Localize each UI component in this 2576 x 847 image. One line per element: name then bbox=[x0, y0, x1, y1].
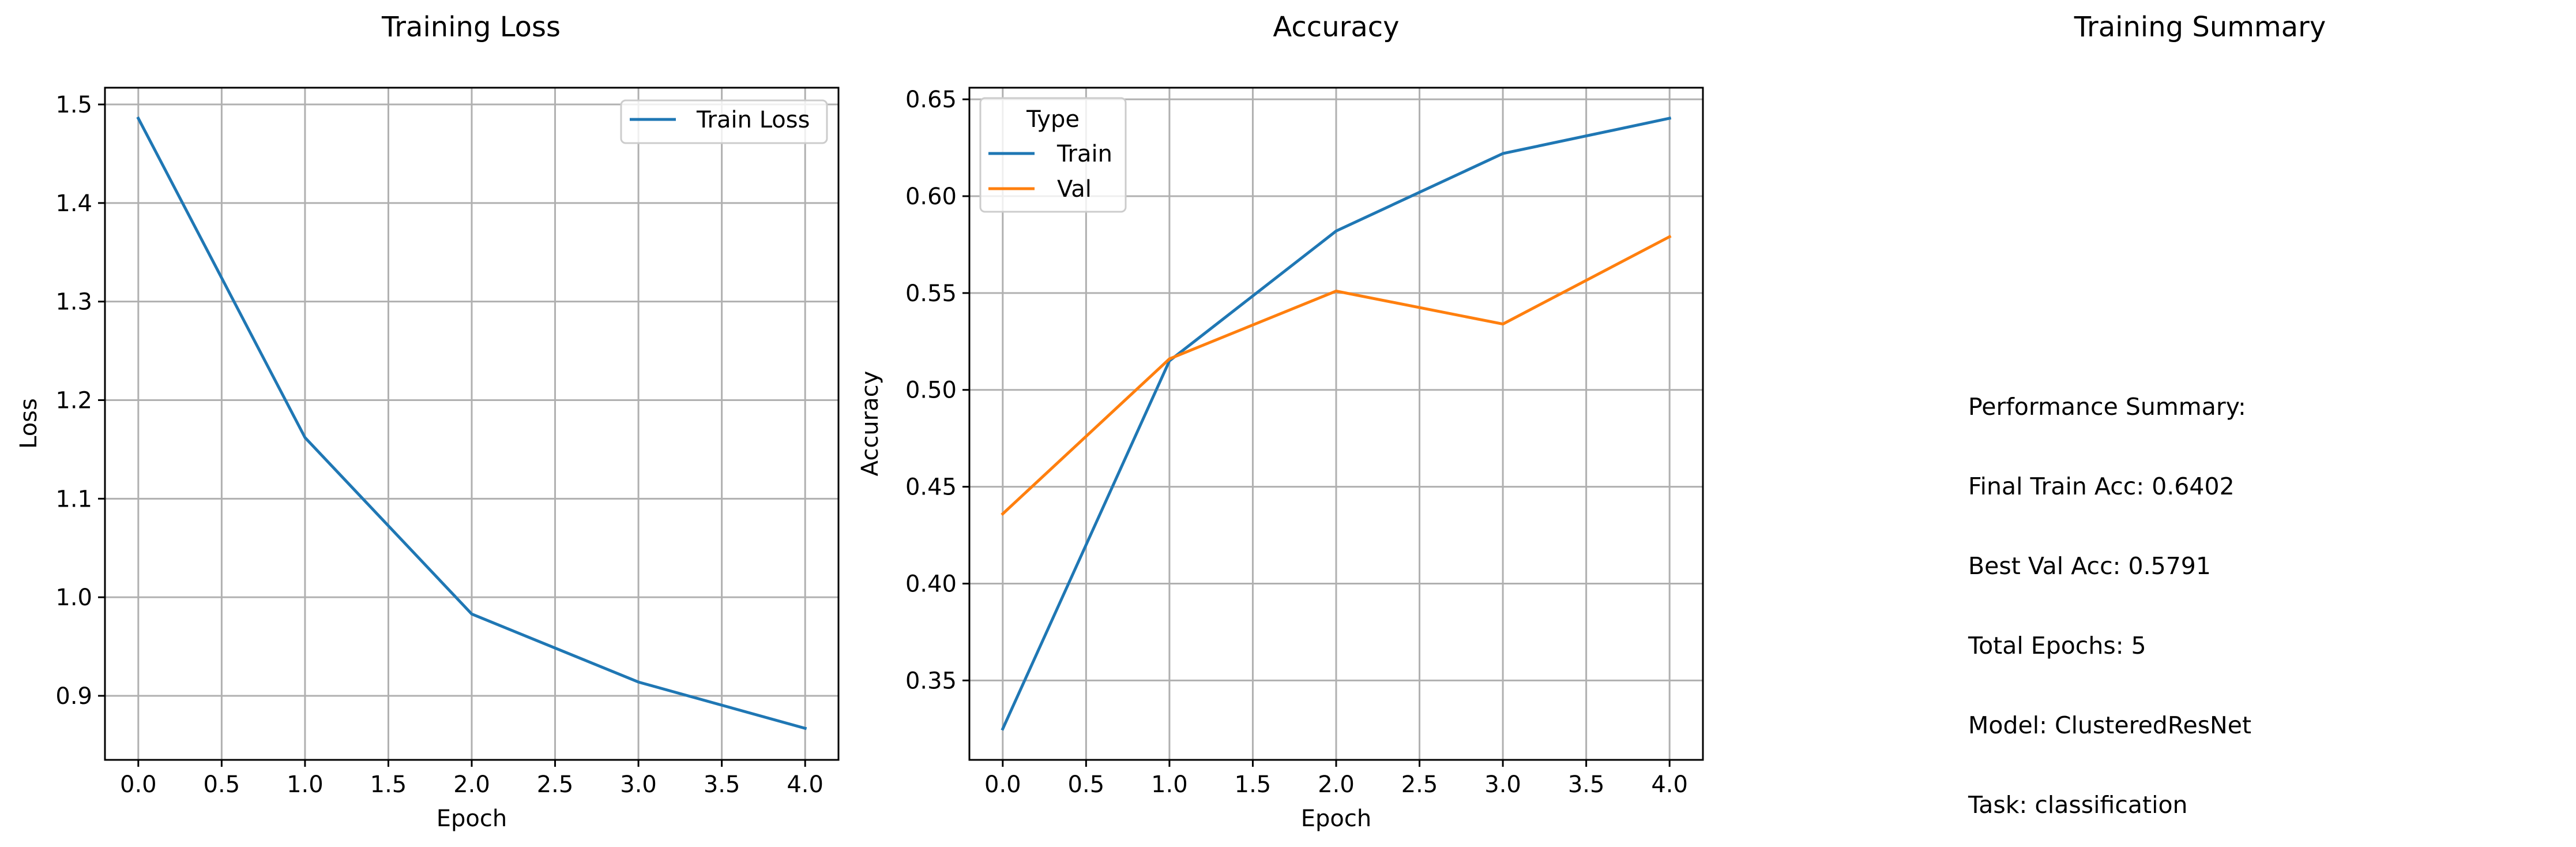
accuracy-legend-title: Type bbox=[1026, 106, 1080, 133]
loss-y-tick-label: 1.0 bbox=[55, 584, 92, 611]
accuracy-series-val-line bbox=[1001, 234, 1672, 516]
loss-x-axis-label: Epoch bbox=[437, 805, 507, 832]
loss-y-tick-label: 1.2 bbox=[55, 388, 92, 414]
summary-line-final-train-acc: Final Train Acc: 0.6402 bbox=[1968, 473, 2235, 500]
loss-y-axis-label: Loss bbox=[16, 398, 42, 449]
summary-line-task: Task: classification bbox=[1968, 791, 2188, 819]
loss-y-tick-label: 1.3 bbox=[55, 289, 92, 316]
loss-legend-label: Train Loss bbox=[696, 107, 810, 133]
loss-legend: Train Loss bbox=[620, 99, 828, 144]
accuracy-chart: Accuracy 0.0 0.5 1.0 1.5 2.0 2.5 3.0 3.5 4.0 0.35… bbox=[857, 11, 1704, 832]
loss-y-tick-label: 1.5 bbox=[55, 92, 92, 118]
summary-line-best-val-acc: Best Val Acc: 0.5791 bbox=[1968, 552, 2211, 580]
loss-x-tick-label: 0.5 bbox=[204, 771, 240, 798]
loss-series-train-loss-line bbox=[136, 116, 807, 730]
accuracy-x-tick-label: 4.0 bbox=[1651, 771, 1688, 798]
loss-x-tick-label: 3.0 bbox=[620, 771, 657, 798]
accuracy-x-tick-label: 0.0 bbox=[984, 771, 1021, 798]
loss-x-tick-label: 4.0 bbox=[787, 771, 823, 798]
performance-summary: Performance Summary: Final Train Acc: 0.… bbox=[1968, 340, 2251, 845]
loss-x-tick-label: 1.5 bbox=[370, 771, 407, 798]
loss-x-tick-label: 2.0 bbox=[453, 771, 490, 798]
loss-y-tick-label: 0.9 bbox=[55, 683, 92, 710]
summary-line-total-epochs: Total Epochs: 5 bbox=[1968, 632, 2146, 659]
accuracy-x-axis-label: Epoch bbox=[1301, 805, 1371, 832]
accuracy-y-tick-label: 0.65 bbox=[905, 87, 957, 113]
accuracy-x-tick-label: 3.0 bbox=[1484, 771, 1521, 798]
accuracy-x-tick-label: 1.5 bbox=[1235, 771, 1272, 798]
accuracy-y-tick-label: 0.55 bbox=[905, 280, 957, 307]
loss-x-tick-label: 0.0 bbox=[120, 771, 157, 798]
accuracy-x-tick-label: 2.5 bbox=[1401, 771, 1438, 798]
accuracy-y-tick-label: 0.45 bbox=[905, 474, 957, 501]
accuracy-x-tick-label: 3.5 bbox=[1568, 771, 1605, 798]
accuracy-legend-label-val: Val bbox=[1057, 176, 1092, 203]
accuracy-x-tick-label: 1.0 bbox=[1151, 771, 1188, 798]
loss-y-tick-label: 1.1 bbox=[55, 486, 92, 512]
loss-x-tick-label: 3.5 bbox=[704, 771, 740, 798]
accuracy-chart-title: Accuracy bbox=[1273, 11, 1399, 43]
loss-x-tick-label: 1.0 bbox=[287, 771, 324, 798]
accuracy-y-tick-label: 0.35 bbox=[905, 668, 957, 694]
accuracy-legend-label-train: Train bbox=[1056, 141, 1112, 167]
accuracy-series-train-line bbox=[1001, 117, 1672, 731]
accuracy-y-tick-label: 0.60 bbox=[905, 183, 957, 210]
summary-line-heading: Performance Summary: bbox=[1968, 393, 2246, 421]
accuracy-y-axis-label: Accuracy bbox=[857, 371, 883, 477]
summary-title: Training Summary bbox=[2074, 11, 2326, 43]
accuracy-x-tick-label: 2.0 bbox=[1318, 771, 1355, 798]
loss-legend-box bbox=[620, 99, 828, 144]
loss-x-tick-label: 2.5 bbox=[537, 771, 574, 798]
loss-y-tick-label: 1.4 bbox=[55, 190, 92, 217]
summary-line-model: Model: ClusteredResNet bbox=[1968, 711, 2252, 739]
accuracy-y-tick-label: 0.40 bbox=[905, 571, 957, 597]
accuracy-x-tick-label: 0.5 bbox=[1068, 771, 1105, 798]
accuracy-y-tick-label: 0.50 bbox=[905, 377, 957, 404]
loss-chart: Training Loss 0.0 0.5 1.0 1.5 2.0 2.5 3.0 3.5 4.… bbox=[16, 11, 840, 832]
accuracy-legend: Type Train Val bbox=[979, 97, 1127, 213]
loss-chart-title: Training Loss bbox=[381, 11, 561, 43]
accuracy-legend-box bbox=[979, 97, 1127, 213]
